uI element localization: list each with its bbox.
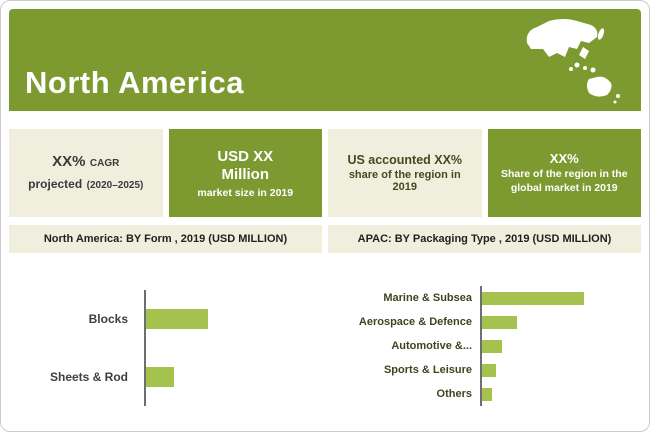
category-label: Sheets & Rod — [49, 370, 128, 384]
bar — [482, 339, 502, 353]
bar — [146, 309, 208, 329]
category-label: Blocks — [88, 312, 128, 326]
right-chart-title: APAC: BY Packaging Type , 2019 (USD MILL… — [328, 225, 641, 253]
bar — [146, 367, 174, 387]
region-banner: North America — [9, 9, 641, 111]
chart-row: Sports & Leisure — [328, 358, 641, 382]
stat-global-share-value: XX% — [549, 150, 579, 166]
plot-area — [144, 290, 322, 348]
by-form-bar-chart: Blocks Sheets & Rod — [9, 253, 322, 406]
stats-row: XX% CAGR projected (2020–2025) USD XX Mi… — [9, 129, 641, 217]
chart-headers-row: North America: BY Form , 2019 (USD MILLI… — [9, 225, 641, 253]
charts-row: Blocks Sheets & Rod Marine & Subsea — [9, 253, 641, 406]
category-label: Others — [436, 388, 472, 400]
stat-cagr-desc: projected — [28, 177, 83, 191]
plot-area — [144, 348, 322, 406]
stat-cagr-value-line: XX% CAGR — [52, 151, 119, 173]
plot-area — [480, 310, 641, 334]
stat-cagr-value: XX% — [52, 153, 86, 171]
bar — [482, 363, 496, 377]
stat-cagr-desc-line: projected (2020–2025) — [28, 173, 143, 195]
plot-area — [480, 358, 641, 382]
stat-market-size: USD XX Million market size in 2019 — [168, 129, 322, 217]
chart-row: Aerospace & Defence — [328, 310, 641, 334]
plot-area — [480, 286, 641, 310]
chart-row: Sheets & Rod — [9, 348, 322, 406]
category-label: Sports & Leisure — [383, 364, 472, 376]
stat-global-share: XX% Share of the region in the global ma… — [487, 129, 641, 217]
chart-row: Others — [328, 382, 641, 406]
stat-cagr-period: (2020–2025) — [86, 180, 144, 191]
stat-market-size-desc: market size in 2019 — [197, 186, 294, 199]
plot-area — [480, 334, 641, 358]
chart-row: Marine & Subsea — [328, 286, 641, 310]
stat-global-share-desc: Share of the region in the global market… — [500, 167, 628, 194]
category-label: Automotive &... — [391, 340, 472, 352]
chart-row: Automotive &... — [328, 334, 641, 358]
stat-us-share-value: US accounted XX% — [347, 153, 463, 167]
stat-market-size-line2: Million — [221, 165, 270, 183]
stat-cagr: XX% CAGR projected (2020–2025) — [9, 129, 163, 217]
bar — [482, 315, 517, 329]
stat-market-size-line1: USD XX — [217, 147, 274, 165]
asia-pacific-map-icon — [519, 13, 629, 110]
category-label: Aerospace & Defence — [358, 316, 472, 328]
stat-us-share: US accounted XX% share of the region in … — [328, 129, 482, 217]
left-chart-title: North America: BY Form , 2019 (USD MILLI… — [9, 225, 322, 253]
stat-us-share-desc: share of the region in 2019 — [348, 169, 461, 193]
plot-area — [480, 382, 641, 406]
stat-cagr-unit: CAGR — [89, 158, 120, 170]
bar — [482, 387, 492, 401]
by-packaging-type-bar-chart: Marine & Subsea Aerospace & Defence Auto… — [328, 253, 641, 406]
region-title: North America — [25, 65, 244, 100]
chart-row: Blocks — [9, 290, 322, 348]
bar — [482, 291, 584, 305]
category-label: Marine & Subsea — [383, 292, 472, 304]
